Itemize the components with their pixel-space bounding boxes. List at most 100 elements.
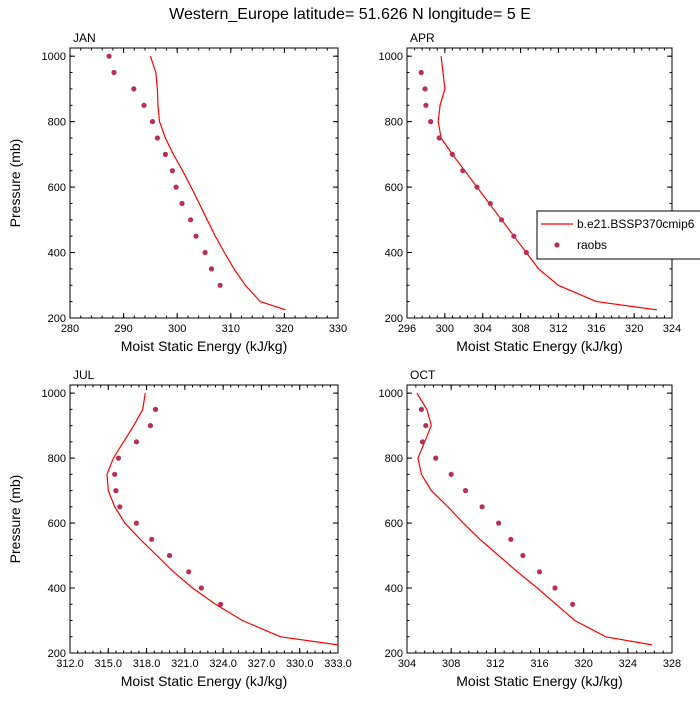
raobs-point <box>202 249 208 256</box>
x-tick-label: 320 <box>574 658 592 670</box>
plot-area <box>106 393 338 646</box>
raobs-point <box>423 423 429 429</box>
x-tick-label: 327.0 <box>248 658 276 670</box>
plot-frame <box>406 47 673 319</box>
raobs-point <box>173 184 179 190</box>
raobs-point <box>436 135 442 141</box>
x-tick-label: 330 <box>329 323 347 335</box>
raobs-point <box>141 102 147 108</box>
raobs-point <box>552 585 558 591</box>
x-axis-label: Moist Static Energy (kJ/kg) <box>456 338 623 354</box>
x-tick-label: 280 <box>61 323 79 335</box>
x-tick-label: 320 <box>625 323 643 335</box>
raobs-point <box>169 168 175 174</box>
y-tick-label: 600 <box>385 182 403 194</box>
raobs-point <box>218 601 224 607</box>
raobs-point <box>131 86 137 92</box>
x-tick-label: 330.0 <box>286 658 314 670</box>
model-profile-line <box>106 393 338 646</box>
raobs-point <box>418 69 424 76</box>
plot-frame <box>406 384 673 654</box>
y-tick-label: 200 <box>48 313 66 325</box>
x-tick-label: 312 <box>486 658 504 670</box>
x-tick-label: 316 <box>530 658 548 670</box>
raobs-point <box>419 439 426 445</box>
y-tick-label: 600 <box>385 518 403 530</box>
raobs-point <box>149 119 156 125</box>
raobs-point <box>147 423 153 429</box>
raobs-point <box>111 69 117 76</box>
raobs-point <box>149 536 155 542</box>
raobs-point <box>523 249 529 256</box>
x-tick-label: 316 <box>587 323 605 335</box>
legend-label-raobs: raobs <box>577 238 607 252</box>
plot-area <box>418 56 657 311</box>
x-tick-label: 300 <box>168 323 186 335</box>
raobs-point <box>112 471 118 477</box>
panel-jan: JAN 280 290 300 310 320 330 200 400 600 800 1000 Moi… <box>7 31 347 354</box>
raobs-point <box>154 135 160 141</box>
x-tick-label: 324.0 <box>209 658 237 670</box>
panel-title: OCT <box>410 368 436 382</box>
x-tick-label: 318.0 <box>133 658 161 670</box>
raobs-point <box>496 520 502 526</box>
legend-box <box>536 210 700 260</box>
figure-title: Western_Europe latitude= 51.626 N longit… <box>169 6 531 23</box>
raobs-point <box>193 233 199 239</box>
raobs-point <box>423 102 429 108</box>
x-tick-label: 310 <box>222 323 240 335</box>
raobs-point <box>117 504 123 510</box>
raobs-point <box>198 585 204 591</box>
y-tick-label: 800 <box>48 453 66 465</box>
raobs-point <box>474 184 480 190</box>
y-axis-label: Pressure (mb) <box>7 139 23 228</box>
y-tick-label: 800 <box>385 453 403 465</box>
raobs-point <box>487 200 493 207</box>
raobs-point <box>418 406 424 412</box>
raobs-point <box>113 488 119 494</box>
panel-title: JAN <box>73 31 96 45</box>
plot-area <box>106 53 286 311</box>
x-tick-label: 315.0 <box>95 658 123 670</box>
model-profile-line <box>416 392 653 646</box>
x-tick-label: 304 <box>474 323 492 335</box>
plot-frame <box>69 47 339 319</box>
plot-area <box>416 392 653 646</box>
raobs-point <box>422 86 428 92</box>
raobs-point <box>186 569 192 575</box>
raobs-point <box>133 439 139 445</box>
raobs-point <box>511 233 517 239</box>
panel-title: JUL <box>73 368 95 382</box>
raobs-point <box>433 455 439 461</box>
raobs-point <box>166 552 173 559</box>
raobs-point <box>217 282 223 288</box>
x-tick-label: 333.0 <box>324 658 352 670</box>
raobs-point <box>449 151 455 157</box>
x-axis-label: Moist Static Energy (kJ/kg) <box>121 338 288 354</box>
y-tick-label: 1000 <box>42 388 66 400</box>
y-tick-label: 800 <box>48 117 66 129</box>
y-tick-label: 600 <box>48 182 66 194</box>
y-axis-label: Pressure (mb) <box>7 475 23 564</box>
legend-label-model: b.e21.BSSP370cmip6 <box>577 217 695 231</box>
x-axis-label: Moist Static Energy (kJ/kg) <box>456 673 623 689</box>
x-tick-label: 290 <box>114 323 132 335</box>
panels: JAN 280 290 300 310 320 330 200 400 600 800 1000 Moi… <box>7 31 681 689</box>
y-tick-label: 200 <box>48 648 66 660</box>
x-tick-label: 324 <box>663 323 681 335</box>
x-axis-label: Moist Static Energy (kJ/kg) <box>121 673 288 689</box>
y-tick-label: 400 <box>385 248 403 260</box>
x-tick-label: 328 <box>663 658 681 670</box>
raobs-point <box>208 266 215 272</box>
y-tick-label: 800 <box>385 117 403 129</box>
y-tick-label: 400 <box>48 583 66 595</box>
model-profile-line <box>149 56 286 311</box>
raobs-point <box>570 601 576 607</box>
raobs-point <box>133 520 139 526</box>
y-tick-label: 200 <box>385 648 403 660</box>
raobs-point <box>508 536 514 542</box>
y-tick-label: 200 <box>385 313 403 325</box>
legend: b.e21.BSSP370cmip6 raobs <box>536 210 700 260</box>
raobs-point <box>448 471 454 477</box>
y-tick-label: 1000 <box>379 388 403 400</box>
